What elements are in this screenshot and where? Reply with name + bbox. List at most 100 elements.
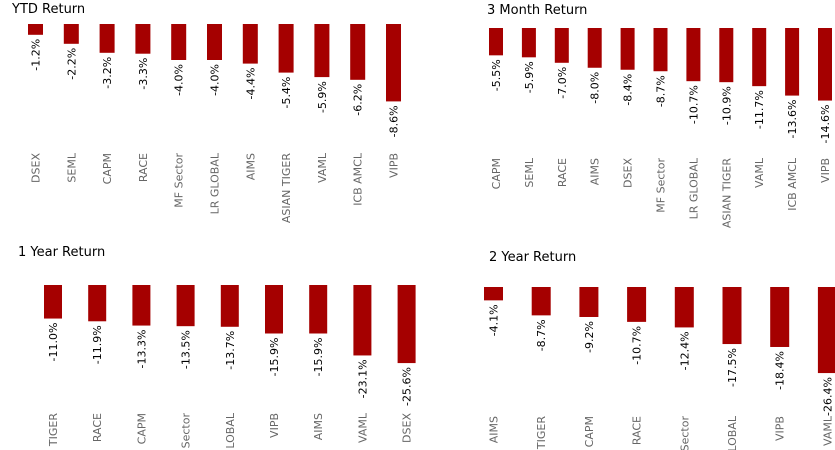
bar [278, 24, 294, 73]
bar [531, 287, 551, 316]
data-label: -10.9% [720, 86, 733, 125]
chart-title: 1 Year Return [18, 245, 105, 260]
data-label: -5.9% [523, 61, 536, 93]
bar [785, 28, 800, 96]
category-label: ASIAN TIGER [280, 153, 293, 223]
bar [132, 285, 151, 326]
bar [171, 24, 187, 60]
chart-2: 1 Year Return -11.0% TIGER -11.9% RACE -13.3%… [18, 245, 416, 449]
bar [314, 24, 330, 78]
category-label: TIGER [535, 416, 548, 450]
category-label: VIPB [774, 416, 787, 441]
category-label: VAML [753, 157, 766, 188]
bar [28, 24, 43, 35]
data-label: -4.1% [488, 304, 501, 336]
data-label: -13.7% [224, 331, 237, 370]
category-label: DSEX [30, 153, 43, 183]
bar [135, 24, 151, 54]
bar [265, 285, 283, 334]
data-label: -14.6% [819, 105, 832, 144]
data-label: -4.0% [209, 64, 222, 96]
category-label: RACE [631, 416, 644, 445]
bar [207, 24, 222, 60]
bar [99, 24, 115, 53]
data-label: -13.5% [180, 330, 193, 369]
category-label: RACE [91, 413, 104, 442]
category-label: TIGER [47, 413, 60, 447]
category-label: CAPM [101, 153, 114, 184]
data-label: -3.3% [137, 58, 150, 90]
category-label: RACE [556, 158, 569, 187]
category-label: CAPM [583, 416, 596, 447]
data-label: -25.6% [401, 367, 414, 406]
category-label: ICB AMCL [786, 157, 799, 211]
data-label: -8.7% [535, 319, 548, 351]
data-label: -5.5% [490, 59, 503, 91]
bar [818, 28, 832, 101]
bar [722, 287, 742, 345]
data-label: -15.9% [268, 337, 281, 376]
data-label: -11.7% [753, 90, 766, 129]
category-label: AIMS [244, 153, 257, 180]
bar [817, 287, 835, 374]
category-label: VIPB [268, 413, 281, 438]
bar [587, 28, 602, 68]
category-label: MF Sector [173, 153, 186, 208]
chart-0: YTD Return -1.2% DSEX -2.2% SEML -3.2% CAPM -3.… [11, 2, 401, 223]
data-label: -1.2% [30, 39, 43, 71]
category-label: LOBAL [224, 412, 237, 448]
data-label: -17.5% [726, 348, 739, 387]
bar [653, 28, 668, 72]
data-label: -9.2% [583, 321, 596, 353]
category-label: VIPB [388, 153, 401, 178]
data-label: -13.3% [135, 330, 148, 369]
data-label: -8.4% [622, 74, 635, 106]
data-label: -5.9% [316, 81, 329, 113]
category-label: CAPM [135, 413, 148, 444]
category-label: AIMS [589, 158, 602, 185]
category-label: LR GLOBAL [687, 157, 700, 219]
data-label: -12.4% [678, 331, 691, 370]
category-label: ASIAN TIGER [720, 158, 733, 228]
bar [220, 285, 239, 327]
bar [620, 28, 635, 70]
category-label: VIPB [819, 158, 832, 183]
data-label: -8.0% [589, 72, 602, 104]
bar [674, 287, 694, 328]
bar [752, 28, 767, 87]
category-label: AIMS [312, 413, 325, 440]
data-label: -5.4% [280, 77, 293, 109]
category-label: DSEX [622, 158, 635, 188]
chart-title: YTD Return [11, 2, 85, 17]
data-label: -7.0% [556, 67, 569, 99]
bar [719, 28, 734, 83]
chart-1: 3 Month Return -5.5% CAPM -5.9% SEML -7.0% RAC… [487, 3, 832, 228]
data-label: -11.0% [47, 323, 60, 362]
data-label: -3.2% [101, 57, 114, 89]
bar [88, 285, 107, 322]
bar [521, 28, 536, 58]
bar [63, 24, 79, 44]
data-label: -23.1% [356, 359, 369, 398]
category-label: Sector [180, 413, 193, 449]
category-label: RACE [137, 153, 150, 182]
bar [350, 24, 366, 80]
bar [489, 28, 503, 56]
data-label: -11.9% [91, 325, 104, 364]
category-label: LR GLOBAL [209, 152, 222, 214]
data-label: -8.7% [655, 75, 668, 107]
bar [309, 285, 328, 334]
bar [242, 24, 258, 64]
data-label: -8.6% [388, 105, 401, 137]
bar [579, 287, 599, 317]
data-label: -4.0% [173, 64, 186, 96]
bar [397, 285, 416, 364]
data-label: -10.7% [631, 326, 644, 365]
category-label: VAML [821, 415, 834, 446]
data-label: -26.4% [821, 377, 834, 416]
data-label: -13.6% [786, 100, 799, 139]
bar [484, 287, 503, 301]
bar [353, 285, 372, 356]
category-label: AIMS [488, 416, 501, 443]
